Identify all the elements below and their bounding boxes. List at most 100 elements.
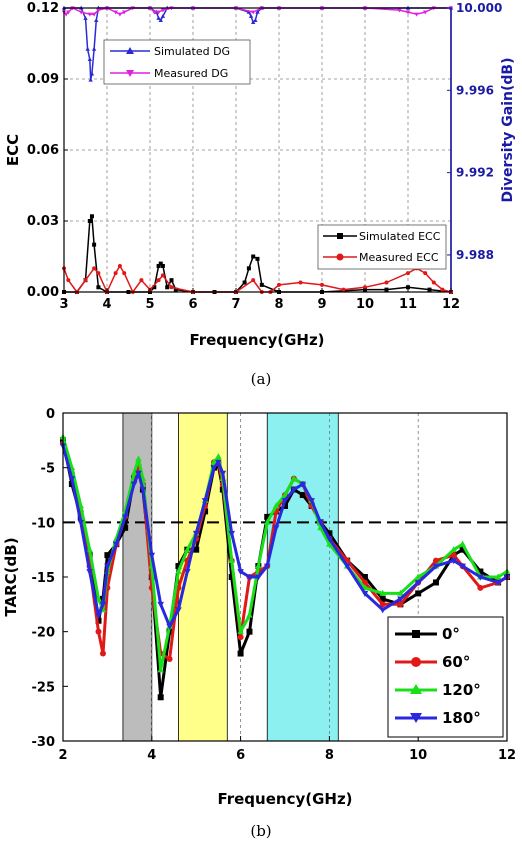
series-120deg-point bbox=[317, 524, 324, 531]
series-180deg-point bbox=[112, 541, 120, 548]
series-120deg-point bbox=[135, 455, 142, 462]
series-60deg-point bbox=[379, 601, 386, 608]
series-180deg-point bbox=[317, 519, 324, 526]
series-measured-dg-point bbox=[113, 10, 118, 15]
series-measured-ecc-point bbox=[160, 273, 165, 278]
series-simulated-dg-point bbox=[248, 13, 254, 18]
chart-b: 2 4 6 8 10 12 0 -5 -10 -15 -20 -25 -30 0° 60° 120° … bbox=[2, 407, 516, 840]
chart-a-x-tick-label: 9 bbox=[317, 297, 326, 312]
series-120deg-point bbox=[397, 589, 404, 596]
legend-simulated-ecc-label: Simulated ECC bbox=[359, 230, 441, 243]
series-measured-dg-point bbox=[66, 10, 71, 15]
series-measured-ecc-point bbox=[156, 278, 161, 283]
chart-a-y-tick-label: 0.03 bbox=[27, 214, 59, 229]
series-measured-dg-point bbox=[156, 10, 161, 15]
legend-0deg-label: 0° bbox=[442, 625, 460, 643]
series-measured-ecc-point bbox=[83, 278, 88, 283]
chart-b-y-ticks: 0 -5 -10 -15 -20 -25 -30 bbox=[32, 407, 68, 750]
legend-measured-ecc-marker bbox=[336, 253, 344, 261]
series-120deg-point bbox=[272, 502, 280, 509]
legend-180deg-marker bbox=[410, 713, 422, 723]
series-measured-dg-point bbox=[87, 12, 92, 17]
series-120deg-point bbox=[237, 628, 244, 635]
series-60deg-point bbox=[450, 552, 457, 559]
series-120deg-point bbox=[450, 546, 458, 553]
series-180deg-point bbox=[281, 498, 289, 505]
series-measured-ecc-point bbox=[122, 271, 127, 276]
series-simulated-ecc-point bbox=[89, 214, 94, 219]
legend-60deg-label: 60° bbox=[442, 653, 470, 671]
chart-a-x-tick-label: 7 bbox=[231, 297, 240, 312]
series-60deg-point bbox=[432, 557, 439, 564]
series-180deg-point bbox=[432, 563, 440, 570]
series-measured-ecc-point bbox=[440, 287, 445, 292]
series-simulated-ecc-point bbox=[96, 285, 101, 290]
chart-b-x-tick-label: 6 bbox=[236, 748, 245, 763]
series-measured-ecc-point bbox=[169, 285, 174, 290]
series-measured-ecc-point bbox=[406, 271, 410, 276]
series-measured-ecc-point bbox=[96, 271, 101, 276]
series-simulated-ecc-point bbox=[156, 263, 161, 268]
chart-b-y-tick-label: -30 bbox=[32, 735, 56, 750]
series-simulated-ecc-point bbox=[246, 266, 251, 271]
series-measured-ecc-point bbox=[363, 285, 367, 290]
series-0deg-point bbox=[326, 530, 333, 537]
series-120deg-point bbox=[255, 562, 262, 569]
series-measured-dg-point bbox=[251, 10, 256, 15]
series-120deg-point bbox=[290, 475, 298, 481]
series-180deg-point bbox=[450, 558, 458, 565]
chart-a-right-y-tick-label: 9.992 bbox=[456, 166, 494, 180]
series-simulated-ecc-point bbox=[173, 287, 178, 292]
series-180deg-point bbox=[192, 530, 200, 537]
series-measured-ecc-point bbox=[139, 278, 144, 283]
series-measured-dg-point bbox=[96, 8, 101, 13]
series-180deg-point bbox=[379, 607, 386, 614]
series-measured-ecc-point bbox=[277, 282, 281, 287]
series-simulated-ecc-point bbox=[255, 256, 260, 261]
chart-b-y-tick-label: -15 bbox=[32, 571, 56, 586]
chart-b-caption: (b) bbox=[250, 822, 271, 840]
chart-b-y-tick-label: -5 bbox=[41, 462, 55, 477]
series-180deg-point bbox=[272, 525, 280, 532]
series-0deg-point bbox=[122, 524, 129, 531]
series-180deg-point bbox=[263, 563, 271, 570]
series-simulated-ecc-point bbox=[92, 242, 97, 247]
series-120deg-point bbox=[263, 518, 271, 525]
series-180deg-point bbox=[139, 487, 147, 494]
series-180deg-point bbox=[121, 514, 129, 521]
chart-b-y-tick-label: -20 bbox=[32, 626, 56, 641]
chart-a-right-y-tick-label: 9.996 bbox=[456, 83, 494, 97]
series-180deg-point bbox=[104, 563, 111, 570]
series-measured-dg-point bbox=[405, 10, 411, 15]
chart-a-x-tick-label: 12 bbox=[442, 297, 460, 312]
chart-b-y-tick-label: -25 bbox=[32, 680, 56, 695]
series-180deg-point bbox=[414, 580, 422, 587]
chart-a-legend-lower-box bbox=[317, 224, 447, 270]
series-180deg-point bbox=[237, 569, 244, 576]
chart-a-legend-lower: Simulated ECC Measured ECC bbox=[317, 224, 447, 270]
legend-60deg-marker bbox=[411, 657, 421, 667]
chart-b-x-tick-label: 2 bbox=[58, 748, 67, 763]
series-180deg-point bbox=[326, 536, 333, 543]
series-measured-ecc-point bbox=[320, 282, 324, 287]
series-measured-dg-point bbox=[397, 8, 402, 13]
series-120deg-point bbox=[215, 453, 222, 460]
chart-a-y-tick-label: 0.09 bbox=[27, 72, 59, 87]
series-simulated-dg-point bbox=[158, 17, 163, 22]
series-120deg-point bbox=[246, 611, 253, 618]
chart-b-series bbox=[59, 433, 511, 701]
series-0deg-point bbox=[361, 574, 368, 580]
legend-simulated-ecc-marker bbox=[337, 233, 343, 239]
chart-a-x-tick-label: 3 bbox=[59, 297, 68, 312]
series-120deg-point bbox=[86, 546, 93, 553]
series-180deg-point bbox=[299, 481, 307, 488]
series-measured-dg-point bbox=[423, 10, 428, 15]
legend-measured-ecc-label: Measured ECC bbox=[359, 251, 439, 264]
series-measured-ecc-point bbox=[431, 280, 436, 285]
series-simulated-dg-point bbox=[89, 71, 95, 76]
series-simulated-ecc-point bbox=[87, 219, 92, 223]
series-120deg-point bbox=[414, 573, 422, 580]
chart-a-x-tick-label: 8 bbox=[274, 297, 283, 312]
chart-b-band-3 bbox=[266, 412, 339, 742]
